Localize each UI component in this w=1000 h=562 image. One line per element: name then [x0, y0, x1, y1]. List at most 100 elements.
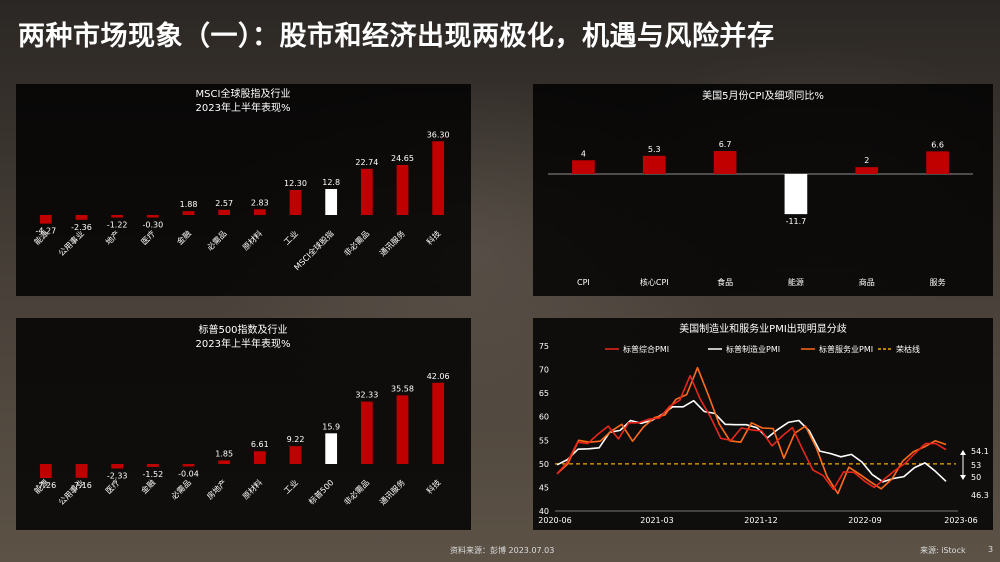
bar [218, 209, 231, 215]
y-tick-label: 60 [539, 413, 549, 422]
bar [182, 464, 195, 467]
category-label: 原材料 [240, 477, 264, 501]
x-tick-label: 2020-06 [538, 516, 571, 525]
page-number: 3 [988, 545, 994, 554]
category-label: CPI [577, 278, 590, 287]
y-tick-label: 40 [539, 507, 549, 516]
category-label: 食品 [717, 277, 733, 287]
bar [111, 215, 124, 218]
bar-value-label: -1.52 [142, 470, 163, 479]
source-note: 资料来源：彭博 2023.07.03 [450, 546, 555, 555]
end-value-label: 53 [971, 461, 981, 470]
bar-value-label: 12.8 [322, 178, 340, 187]
bar-value-label: 12.30 [284, 179, 307, 188]
end-value-label: 46.3 [971, 491, 989, 500]
category-label: 通讯服务 [377, 477, 407, 507]
bar [218, 460, 231, 464]
chart-title: 美国5月份CPI及细项同比% [702, 89, 824, 102]
category-label: 原材料 [240, 228, 264, 252]
bar [396, 395, 409, 464]
bar [253, 451, 266, 464]
category-label: 金融 [139, 477, 157, 495]
bar [360, 168, 373, 215]
legend-label: 标普服务业PMI [819, 344, 873, 354]
y-tick-label: 55 [539, 436, 549, 445]
bar-value-label: 2.83 [251, 198, 269, 207]
y-tick-label: 70 [539, 366, 549, 375]
bar [111, 464, 124, 469]
bar-value-label: 2 [864, 156, 869, 165]
bar [75, 215, 88, 220]
bar [713, 151, 737, 174]
bar-value-label: 6.7 [719, 140, 732, 149]
chart-subtitle: 2023年上半年表现% [196, 101, 291, 114]
bar [39, 215, 52, 224]
bar [325, 433, 338, 464]
legend-label: 标普制造业PMI [726, 344, 780, 354]
category-label: 公用事业 [56, 228, 86, 258]
bar-value-label: 24.65 [391, 154, 414, 163]
x-tick-label: 2021-03 [640, 516, 673, 525]
x-tick-label: 2022-09 [848, 516, 881, 525]
end-value-label: 54.1 [971, 447, 989, 456]
bar [146, 464, 159, 467]
y-tick-label: 75 [539, 342, 549, 351]
series-line [556, 374, 947, 491]
chart-title: 标普500指数及行业 [198, 323, 287, 336]
bar [360, 401, 373, 464]
bar-value-label: 35.58 [391, 384, 414, 393]
bar [572, 160, 595, 174]
bar [396, 164, 409, 215]
category-label: 必需品 [205, 228, 229, 252]
bar-value-label: -7.26 [35, 481, 56, 490]
chart-title: MSCI全球股指及行业 [196, 87, 291, 100]
bar-value-label: -0.04 [178, 470, 199, 479]
bar-value-label: 15.9 [322, 422, 340, 431]
category-label: 科技 [424, 228, 442, 246]
bar [39, 464, 52, 479]
page-title: 两种市场现象（一）：股市和经济出现两极化，机遇与风险并存 [18, 21, 775, 52]
category-label: 地产 [103, 228, 121, 246]
bar-value-label: 32.33 [355, 391, 378, 400]
category-label: 必需品 [169, 477, 193, 501]
category-label: 服务 [930, 277, 946, 287]
msci-chart-panel: MSCI全球股指及行业 2023年上半年表现% -4.27 能源 -2.36 公用事业 -1… [16, 84, 471, 296]
bar [855, 167, 879, 174]
category-label: 医疗 [139, 228, 157, 246]
y-tick-label: 45 [539, 483, 549, 492]
bar [289, 446, 302, 464]
bar-value-label: 1.88 [180, 200, 198, 209]
y-tick-label: 50 [539, 460, 549, 469]
bar-value-label: 42.06 [427, 372, 450, 381]
bar-value-label: 6.6 [931, 140, 944, 149]
msci-bar-chart: MSCI全球股指及行业2023年上半年表现%-4.27能源-2.36公用事业-1… [32, 87, 450, 272]
category-label: 工业 [282, 477, 300, 495]
bar-value-label: 6.61 [251, 440, 269, 449]
bar-value-label: 5.3 [648, 145, 661, 154]
legend-label: 荣枯线 [896, 344, 920, 354]
bar-value-label: 22.74 [355, 158, 378, 167]
category-label: 核心CPI [640, 277, 669, 287]
bar-value-label: 4 [581, 149, 586, 158]
bar-value-label: -2.36 [71, 223, 92, 232]
pmi-chart-panel: 美国制造业和服务业PMI出现明显分歧 40 45 50 55 60 65 70 75 2020-0… [533, 318, 993, 530]
cpi-bar-chart: 美国5月份CPI及细项同比% 4 CPI 5.3 核心CPI 6.7 食品 -11.7 能源 2 商… [548, 89, 973, 287]
category-label: 能源 [788, 277, 804, 287]
category-label: 非必需品 [342, 477, 372, 507]
bar [784, 174, 808, 215]
series-line [556, 399, 947, 483]
cpi-chart-panel: 美国5月份CPI及细项同比% 4 CPI 5.3 核心CPI 6.7 食品 -11.7 能源 2 商… [533, 84, 993, 296]
bar [182, 211, 195, 215]
bar [289, 190, 302, 215]
bar-value-label: -0.30 [142, 221, 163, 230]
chart-title: 美国制造业和服务业PMI出现明显分歧 [679, 322, 847, 335]
bar-value-label: -4.27 [35, 227, 56, 236]
legend-label: 标普综合PMI [623, 344, 669, 354]
bar [432, 141, 445, 215]
bar-value-label: -1.22 [107, 221, 128, 230]
category-label: 房地产 [205, 477, 229, 501]
category-label: 非必需品 [342, 228, 372, 258]
x-tick-label: 2021-12 [744, 516, 777, 525]
bar [75, 464, 88, 478]
